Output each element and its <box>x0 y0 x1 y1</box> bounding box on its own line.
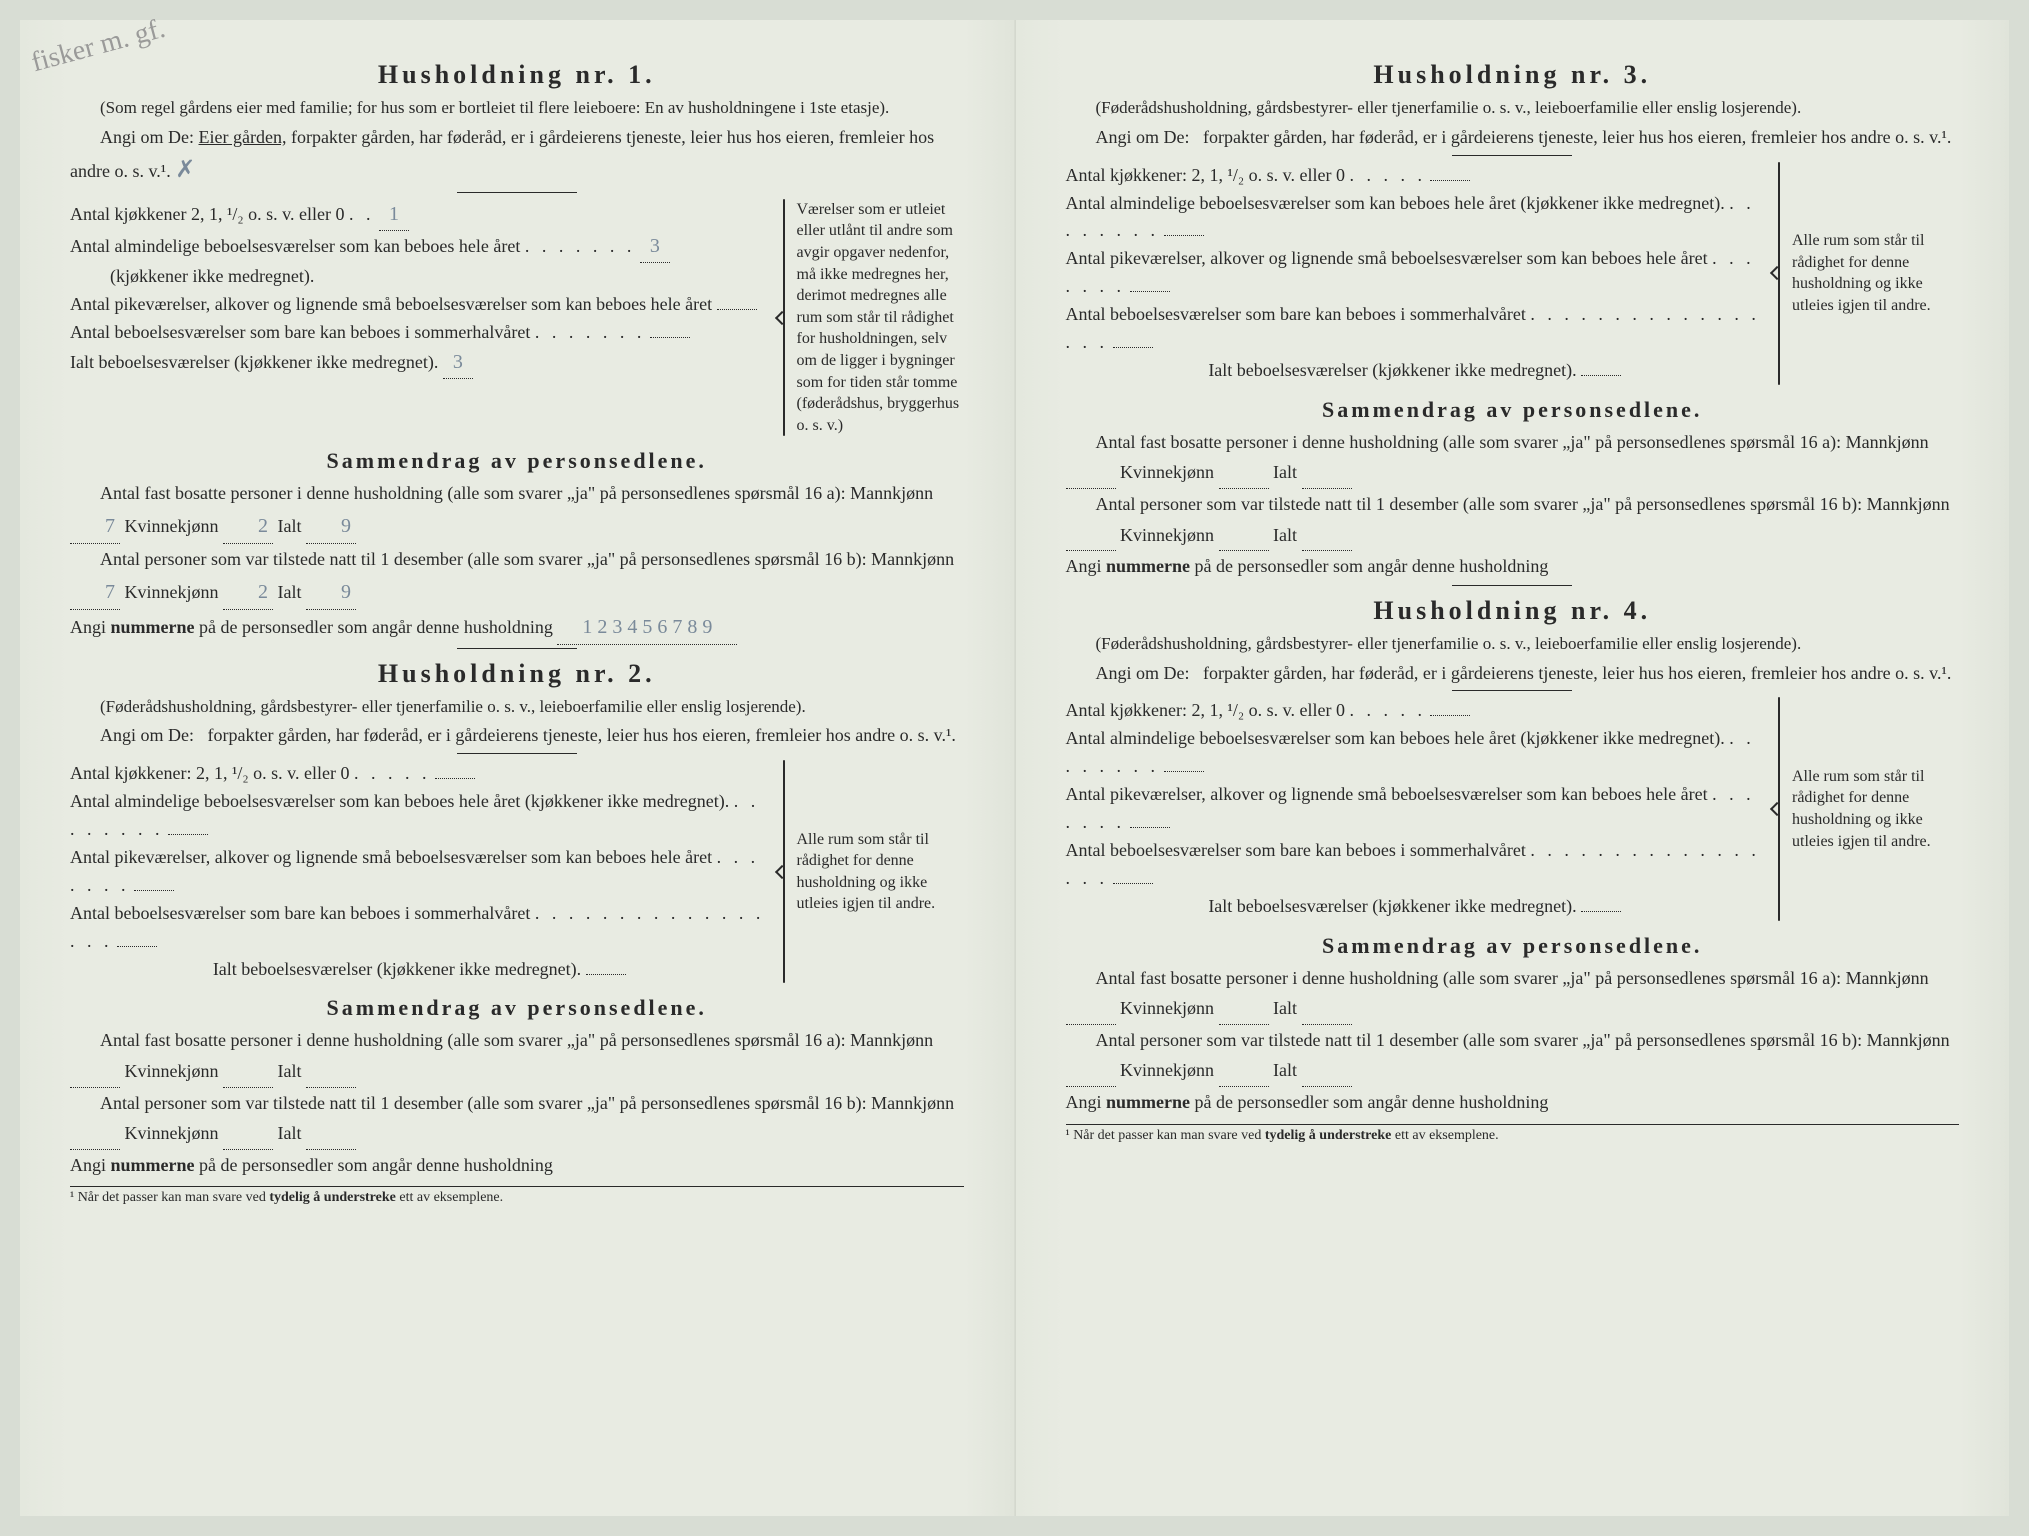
summary-16a: Antal fast bosatte personer i denne hush… <box>70 478 964 544</box>
angi-intro: Angi om De: <box>100 127 194 147</box>
divider <box>1452 155 1572 156</box>
household-4-angi: Angi om De: forpakter gården, har føderå… <box>1066 660 1960 688</box>
document-spread: fisker m. gf. Husholdning nr. 1. (Som re… <box>20 20 2009 1516</box>
total-rooms-value: 3 <box>443 347 473 379</box>
main-rooms-line: Antal almindelige beboelsesværelser som … <box>70 231 769 291</box>
household-3-subtext: (Føderådshusholdning, gårdsbestyrer- ell… <box>1066 96 1960 120</box>
angi-underlined: Eier gården, <box>199 127 287 147</box>
divider <box>457 648 577 649</box>
household-3-title: Husholdning nr. 3. <box>1066 60 1960 90</box>
household-2-title: Husholdning nr. 2. <box>70 659 964 689</box>
divider <box>457 753 577 754</box>
footnote-right: ¹ Når det passer kan man svare ved tydel… <box>1066 1124 1960 1144</box>
total-rooms-line: Ialt beboelsesværelser (kjøkkener ikke m… <box>70 347 769 379</box>
household-2-rooms-block: Antal kjøkkener: 2, 1, ¹/₂ o. s. v. elle… <box>70 760 964 983</box>
household-2-angi: Angi om De: forpakter gården, har føderå… <box>70 722 964 750</box>
household-4-sidenote: Alle rum som står til rådighet for denne… <box>1774 697 1959 920</box>
household-1-title: Husholdning nr. 1. <box>70 60 964 90</box>
household-2-summary-title: Sammendrag av personsedlene. <box>70 995 964 1021</box>
divider <box>457 192 577 193</box>
household-1-rooms-block: Antal kjøkkener 2, 1, ¹/₂ o. s. v. eller… <box>70 199 964 437</box>
household-4-title: Husholdning nr. 4. <box>1066 596 1960 626</box>
kitchen-line: Antal kjøkkener 2, 1, ¹/₂ o. s. v. eller… <box>70 199 769 231</box>
left-page: fisker m. gf. Husholdning nr. 1. (Som re… <box>20 20 1015 1516</box>
household-3-sidenote: Alle rum som står til rådighet for denne… <box>1774 162 1959 385</box>
household-1-sidenote: Værelser som er utleiet eller utlånt til… <box>779 199 964 437</box>
household-3-rooms-block: Antal kjøkkener: 2, 1, ¹/₂ o. s. v. elle… <box>1066 162 1960 385</box>
household-1-angi: Angi om De: Eier gården, forpakter gårde… <box>70 124 964 189</box>
household-3-angi: Angi om De: forpakter gården, har føderå… <box>1066 124 1960 152</box>
household-3-summary-title: Sammendrag av personsedlene. <box>1066 397 1960 423</box>
divider <box>1452 585 1572 586</box>
summer-rooms-line: Antal beboelsesværelser som bare kan beb… <box>70 319 769 347</box>
nummer-line-1: Angi nummerne på de personsedler som ang… <box>70 610 964 645</box>
small-rooms-line: Antal pikeværelser, alkover og lignende … <box>70 291 769 319</box>
divider <box>1452 690 1572 691</box>
household-2-sidenote: Alle rum som står til rådighet for denne… <box>779 760 964 983</box>
main-rooms-value: 3 <box>640 231 670 263</box>
household-2-subtext: (Føderådshusholdning, gårdsbestyrer- ell… <box>70 695 964 719</box>
household-4-subtext: (Føderådshusholdning, gårdsbestyrer- ell… <box>1066 632 1960 656</box>
household-1-subtext: (Som regel gårdens eier med familie; for… <box>70 96 964 120</box>
household-1-summary-title: Sammendrag av personsedlene. <box>70 448 964 474</box>
kitchen-value: 1 <box>379 199 409 231</box>
footnote-left: ¹ Når det passer kan man svare ved tydel… <box>70 1186 964 1206</box>
household-4-rooms-block: Antal kjøkkener: 2, 1, ¹/₂ o. s. v. elle… <box>1066 697 1960 920</box>
summary-16b: Antal personer som var tilstede natt til… <box>70 544 964 610</box>
right-page: Husholdning nr. 3. (Føderådshusholdning,… <box>1015 20 2010 1516</box>
household-4-summary-title: Sammendrag av personsedlene. <box>1066 933 1960 959</box>
